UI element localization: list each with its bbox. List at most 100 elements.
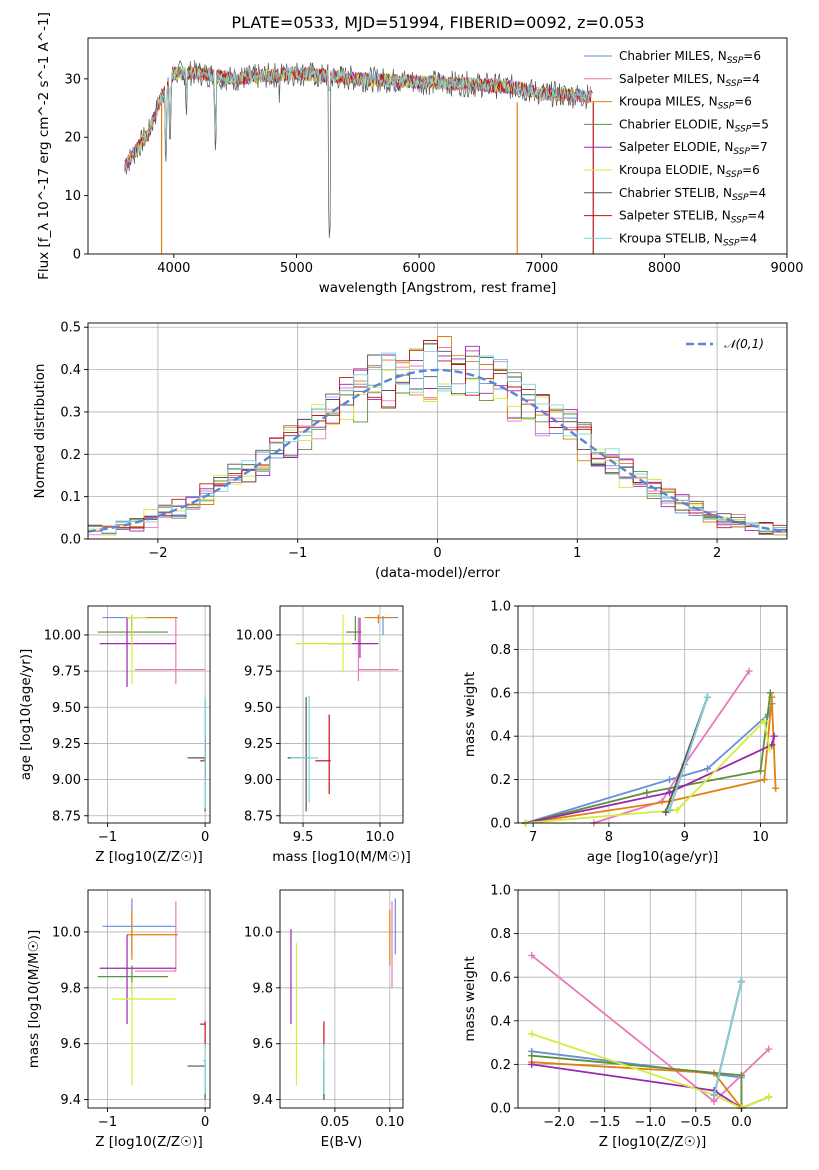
x-tick-label: 0 [433, 546, 441, 561]
legend-label: Salpeter MILES, NSSP=4 [619, 72, 760, 89]
age_vs_mass-frame: 9.5 10.0 8.75 9.00 9.25 9.50 9.75 10.00 mass [lo… [236, 605, 411, 865]
mass_weight_vs_Z-axes [518, 889, 787, 1109]
errorbar-kroupa-stelib [203, 1043, 206, 1095]
y-tick-label: 9.4 [252, 1093, 273, 1108]
y-tick-label: 9.75 [244, 665, 273, 680]
x-tick-label: 7 [529, 830, 537, 845]
spectrum-frame: 4000 5000 6000 7000 8000 9000 0 10 20 30 wavelengt… [36, 12, 804, 296]
series-line [668, 696, 709, 811]
x-tick-label: −2.0 [543, 1115, 575, 1130]
x-tick-label: 9 [681, 830, 689, 845]
errorbar-chabrier-elodie [97, 965, 169, 994]
mass_vs_ebv-axes [280, 890, 403, 1108]
x-tick-label: 7000 [525, 261, 558, 276]
errorbar-salpeter-miles [357, 617, 399, 682]
histogram-kroupa-elodie [88, 348, 787, 536]
axes-frame [517, 889, 788, 1109]
mass_weight_vs_age-plot [522, 667, 780, 827]
errorbar-salpeter-stelib [200, 1021, 206, 1050]
x-tick-label: −1.0 [634, 1115, 666, 1130]
series-line [525, 735, 775, 824]
errorbar-chabrier-stelib [287, 697, 310, 812]
data-point [737, 1071, 745, 1079]
y-tick-label: 0.4 [60, 363, 81, 378]
errorbar-salpeter-elodie [329, 617, 379, 659]
x-tick-label: 10.0 [365, 830, 394, 845]
y-axis-label: mass [log10(M/M☉)] [26, 930, 42, 1069]
x-tick-label: 10 [752, 830, 769, 845]
y-tick-label: 0.2 [490, 1058, 511, 1073]
x-tick-label: 5000 [280, 261, 313, 276]
age_vs_Z-frame: −1 0 8.75 9.00 9.25 9.50 9.75 10.00 Z [log10(Z/Z… [18, 605, 211, 865]
data-point [528, 951, 536, 959]
x-axis-label: Z [log10(Z/Z☉)] [95, 1134, 203, 1150]
data-point [765, 1045, 773, 1053]
series-line [593, 670, 750, 824]
x-tick-label: 6000 [403, 261, 436, 276]
data-point [710, 1097, 718, 1105]
y-tick-label: 10.00 [236, 628, 273, 643]
series-line [713, 981, 743, 1096]
errorbar-chabrier-elodie [97, 616, 169, 643]
series-chabrier-miles [522, 700, 776, 827]
mass_weight_vs_Z-plot [528, 951, 773, 1112]
errorbar-kroupa-stelib [203, 695, 206, 809]
series-kroupa-elodie [522, 717, 774, 827]
y-tick-label: 9.00 [244, 773, 273, 788]
data-point [710, 1091, 718, 1099]
y-tick-label: 0.0 [490, 817, 511, 832]
series-line [525, 719, 771, 824]
axes-frame [517, 605, 788, 824]
errorbar-salpeter-miles [134, 901, 177, 972]
mass_vs_Z-plot [97, 898, 206, 1100]
y-tick-label: 0.2 [490, 773, 511, 788]
data-point [766, 745, 774, 753]
age_vs_Z-axes [88, 606, 210, 823]
data-point [756, 767, 764, 775]
errorbar-chabrier-stelib [187, 1060, 206, 1100]
age_vs_Z-plot [97, 614, 206, 812]
y-tick-label: 9.00 [52, 773, 81, 788]
data-point [737, 978, 745, 986]
y-tick-label: 0.2 [60, 448, 81, 463]
data-point [643, 789, 651, 797]
errorbar-kroupa-elodie [295, 614, 353, 673]
x-axis-label: wavelength [Angstrom, rest frame] [319, 280, 557, 296]
axes-frame [87, 889, 211, 1109]
x-tick-label: 0 [201, 830, 209, 845]
x-axis-label: (data-model)/error [375, 565, 501, 581]
x-tick-label: −1 [288, 546, 307, 561]
x-tick-label: −1.5 [589, 1115, 621, 1130]
normal-curve [87, 368, 788, 533]
series-salpeter-miles [528, 951, 773, 1105]
y-tick-label: 0.4 [490, 730, 511, 745]
x-tick-label: 9000 [770, 261, 803, 276]
y-tick-label: 0.5 [60, 321, 81, 336]
data-point [765, 1093, 773, 1101]
errorbar-kroupa-elodie [112, 982, 176, 1086]
mass_weight_vs_age-frame: 7 8 9 10 0.0 0.2 0.4 0.6 0.8 1.0 age [log10(age/yr… [462, 600, 788, 865]
series-chabrier-elodie [528, 1052, 745, 1112]
y-tick-label: 1.0 [490, 600, 511, 615]
series-line [531, 1063, 742, 1109]
data-point [760, 717, 768, 725]
errorbar-chabrier-miles [102, 898, 176, 955]
y-tick-label: 9.8 [60, 981, 81, 996]
residuals-frame: −2 −1 0 1 2 0.0 0.1 0.2 0.3 0.4 0.5 (data-model)/er… [32, 321, 788, 581]
data-point [772, 784, 780, 792]
legend-label: Chabrier MILES, NSSP=6 [619, 49, 761, 66]
data-point [662, 808, 670, 816]
mass_vs_Z-frame: −1 0 9.4 9.6 9.8 10.0 Z [log10(Z/Z☉)] mass [log… [26, 889, 211, 1150]
y-tick-label: 0.8 [490, 643, 511, 658]
spectrum-plot [124, 59, 594, 254]
spectrum-line-salpeter-stelib [124, 66, 594, 171]
x-tick-label: 0.05 [320, 1115, 349, 1130]
y-tick-label: 10 [64, 189, 81, 204]
axes-frame [279, 889, 404, 1109]
y-tick-label: 9.8 [252, 981, 273, 996]
y-tick-label: 9.6 [60, 1037, 81, 1052]
x-tick-label: −1 [98, 1115, 117, 1130]
age_vs_mass-plot [287, 614, 399, 812]
errorbar-chabrier-stelib [187, 698, 206, 812]
errorbar-chabrier-miles [367, 616, 399, 635]
